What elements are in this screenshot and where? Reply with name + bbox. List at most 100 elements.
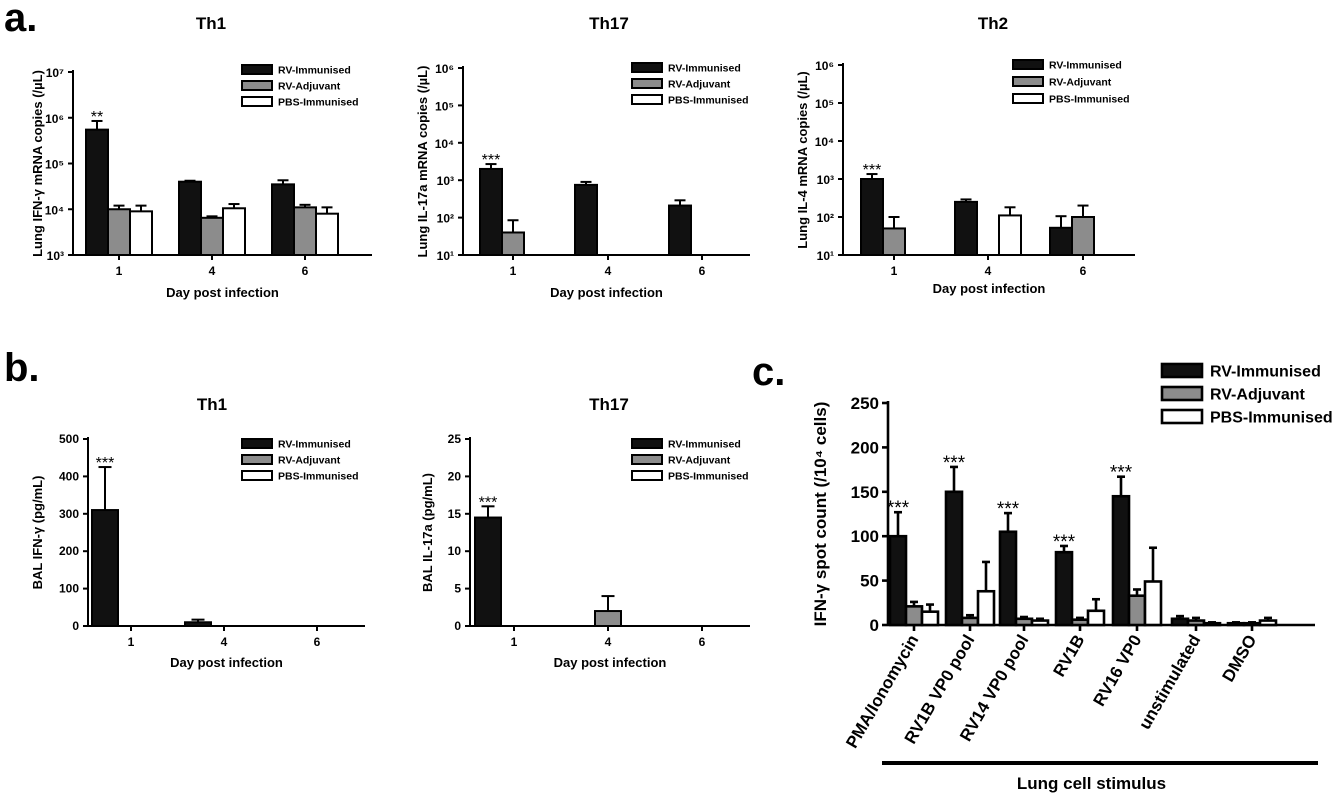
c4-y-axis-label: BAL IL-17a (pg/mL): [420, 473, 435, 592]
c5-bar-pbs-immunised: [1086, 609, 1106, 627]
c3-legend-label: RV-Immunised: [278, 439, 351, 451]
c3-legend-label: PBS-Immunised: [278, 471, 359, 483]
c4-legend-label: RV-Immunised: [668, 439, 741, 451]
c4-legend-swatch-pbs-immunised: [631, 470, 663, 481]
c1-legend-swatch-pbs-immunised: [631, 94, 663, 105]
c5-y-tick-label: 250: [851, 394, 879, 413]
c5-x-tick-label: RV1B: [1049, 632, 1088, 681]
c2-x-tick-label: 6: [1080, 264, 1087, 278]
c5-bar-pbs-immunised: [1143, 580, 1163, 627]
c5-y-tick-label: 200: [851, 438, 879, 457]
c2-significance-label: ***: [863, 162, 882, 179]
c5-bar-pbs-immunised: [1202, 621, 1222, 627]
c1-y-tick-label: 10⁵: [435, 99, 454, 113]
c0-y-tick-label: 10⁷: [46, 66, 64, 80]
c0-x-tick-label: 1: [116, 264, 123, 278]
c1-y-tick-label: 10³: [437, 174, 454, 188]
c1-chart-title: Th17: [589, 14, 629, 33]
c3-bar-rv-immunised: [91, 509, 119, 627]
c1-legend-label: PBS-Immunised: [668, 95, 749, 107]
c5-significance-label: ***: [1053, 532, 1076, 553]
c1-y-tick-label: 10²: [437, 212, 454, 226]
c0-x-axis-label: Day post infection: [166, 285, 279, 300]
c4-legend-label: RV-Adjuvant: [668, 455, 731, 467]
c5-bar-rv-immunised: [944, 490, 964, 627]
c5-bar-rv-immunised: [998, 530, 1018, 627]
panel-label-a: a.: [4, 0, 38, 40]
c4-x-tick-label: 1: [511, 635, 518, 649]
c5-bar-rv-immunised: [1170, 617, 1190, 627]
c4-y-tick-label: 25: [448, 432, 462, 446]
c4-y-tick-label: 0: [454, 619, 461, 633]
c5-x-axis-label: Lung cell stimulus: [1017, 774, 1166, 793]
c0-legend-swatch-rv-immunised: [241, 64, 273, 75]
c2-chart-title: Th2: [978, 14, 1008, 33]
c4-bar-rv-immunised: [474, 516, 502, 627]
c2-y-tick-label: 10⁴: [815, 135, 834, 149]
c3-y-axis-label: BAL IFN-γ (pg/mL): [30, 476, 45, 590]
c2-bar-rv-immunised: [860, 178, 884, 256]
c2-x-axis-label: Day post infection: [933, 281, 1046, 296]
c3-y-tick-label: 500: [59, 432, 79, 446]
c3-y-tick-label: 200: [59, 544, 79, 558]
c5-bar-pbs-immunised: [1030, 619, 1050, 627]
c1-significance-label: ***: [482, 152, 501, 169]
c2-y-tick-label: 10⁵: [815, 97, 834, 111]
c0-bar-pbs-immunised: [315, 212, 339, 257]
panel-label-b: b.: [4, 346, 40, 390]
c1-legend-swatch-rv-immunised: [631, 62, 663, 73]
c4-y-tick-label: 15: [448, 507, 462, 521]
c2-legend-swatch-pbs-immunised: [1012, 93, 1044, 104]
c2-legend-label: RV-Adjuvant: [1049, 77, 1112, 89]
c3-significance-label: ***: [96, 455, 115, 472]
c2-legend-swatch-rv-adjuvant: [1012, 76, 1044, 87]
c0-legend-label: PBS-Immunised: [278, 97, 359, 109]
c0-y-tick-label: 10⁴: [45, 203, 64, 217]
c1-y-tick-label: 10¹: [437, 249, 454, 263]
c0-y-tick-label: 10³: [47, 249, 64, 263]
c1-bar-rv-adjuvant: [501, 231, 525, 256]
c4-y-tick-label: 10: [448, 544, 462, 558]
c5-bar-pbs-immunised: [976, 589, 996, 627]
c4-legend-swatch-rv-adjuvant: [631, 454, 663, 465]
c3-legend-label: RV-Adjuvant: [278, 455, 341, 467]
c2-y-tick-label: 10⁶: [815, 59, 834, 73]
c2-y-tick-label: 10²: [817, 211, 834, 225]
c5-y-axis-label: IFN-γ spot count (/10⁴ cells): [811, 402, 830, 627]
c2-x-tick-label: 1: [891, 264, 898, 278]
c4-significance-label: ***: [479, 494, 498, 511]
c1-x-tick-label: 1: [510, 264, 517, 278]
c5-significance-label: ***: [887, 498, 910, 519]
c3-x-axis-label: Day post infection: [170, 655, 283, 670]
c4-x-tick-label: 4: [605, 635, 612, 649]
c5-bar-rv-adjuvant: [1242, 621, 1262, 627]
c0-significance-label: **: [91, 109, 103, 126]
c3-legend-swatch-rv-adjuvant: [241, 454, 273, 465]
c5-x-tick-label: RV16 VP0: [1089, 632, 1145, 710]
c5-bar-pbs-immunised: [920, 610, 940, 627]
c5-bar-rv-adjuvant: [1127, 594, 1147, 627]
c0-bar-pbs-immunised: [222, 207, 246, 257]
c4-x-axis-label: Day post infection: [554, 655, 667, 670]
c5-y-tick-label: 100: [851, 527, 879, 546]
c2-y-tick-label: 10¹: [817, 249, 834, 263]
c3-chart-title: Th1: [197, 395, 227, 414]
c1-bar-rv-immunised: [668, 204, 692, 256]
c1-x-axis-label: Day post infection: [550, 285, 663, 300]
c0-bar-rv-immunised: [85, 128, 109, 256]
c1-bar-rv-immunised: [574, 183, 598, 256]
c0-chart-title: Th1: [196, 14, 226, 33]
c3-legend-swatch-pbs-immunised: [241, 470, 273, 481]
c0-x-tick-label: 6: [302, 264, 309, 278]
c5-bar-rv-adjuvant: [1014, 617, 1034, 627]
c5-y-tick-label: 0: [870, 616, 879, 635]
c1-bar-rv-immunised: [479, 167, 503, 257]
c1-y-axis-label: Lung IL-17a mRNA copies (/µL): [415, 66, 430, 258]
c3-legend-swatch-rv-immunised: [241, 438, 273, 449]
c5-legend-label: RV-Adjuvant: [1210, 387, 1306, 404]
c3-y-tick-label: 100: [59, 582, 79, 596]
